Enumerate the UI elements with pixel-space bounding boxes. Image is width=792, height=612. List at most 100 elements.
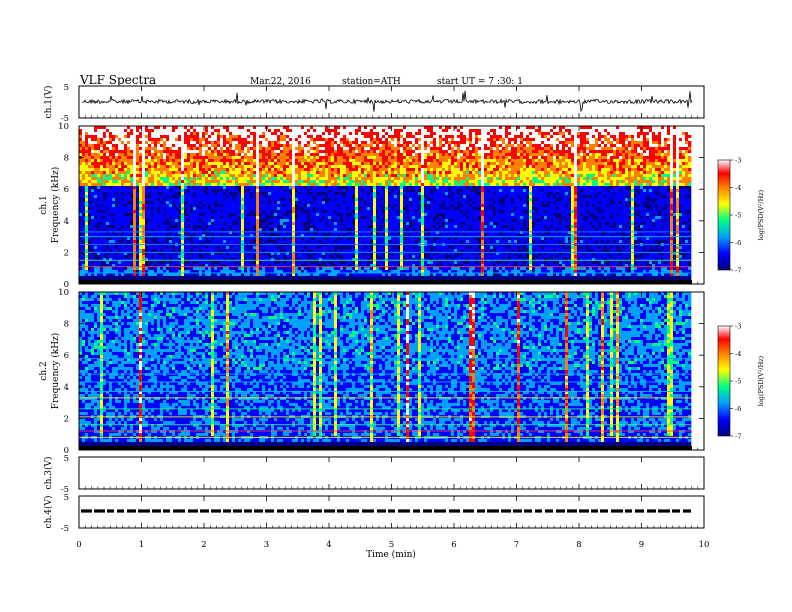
spectrogram-cell [187, 273, 191, 277]
spectrogram-cell [142, 246, 146, 250]
spectrogram-cell [262, 153, 266, 157]
spectrogram-cell [256, 126, 260, 130]
spectrogram-cell [94, 228, 98, 232]
spectrogram-cell [115, 192, 119, 196]
spectrogram-cell [337, 276, 341, 280]
spectrogram-cell [349, 252, 353, 256]
spectrogram-cell [160, 192, 164, 196]
spectrogram-cell [295, 210, 299, 214]
spectrogram-cell [184, 225, 188, 229]
spectrogram-cell [94, 234, 98, 238]
spectrogram-cell [115, 147, 119, 151]
spectrogram-cell [85, 255, 89, 259]
spectrogram-cell [253, 252, 257, 256]
spectrogram-cell [352, 234, 356, 238]
spectrogram-cell [133, 147, 137, 151]
spectrogram-cell [259, 159, 263, 163]
spectrogram-cell [133, 261, 137, 265]
spectrogram-cell [118, 270, 122, 274]
spectrogram-cell [226, 189, 230, 193]
spectrogram-cell [223, 165, 227, 169]
spectrogram-cell [337, 174, 341, 178]
spectrogram-cell [193, 156, 197, 160]
spectrogram-cell [154, 189, 158, 193]
spectrogram-cell [103, 159, 107, 163]
spectrogram-cell [136, 162, 140, 166]
spectrogram-cell [91, 174, 95, 178]
spectrogram-cell [85, 126, 89, 130]
spectrogram-cell [145, 204, 149, 208]
spectrogram-cell [145, 150, 149, 154]
spectrogram-cell [202, 144, 206, 148]
spectrogram-cell [148, 198, 152, 202]
spectrogram-cell [331, 189, 335, 193]
spectrogram-cell [106, 240, 110, 244]
spectrogram-cell [301, 267, 305, 271]
spectrogram-cell [163, 180, 167, 184]
spectrogram-cell [91, 201, 95, 205]
spectrogram-cell [295, 231, 299, 235]
spectrogram-cell [316, 225, 320, 229]
spectrogram-cell [160, 132, 164, 136]
spectrogram-cell [160, 222, 164, 226]
spectrogram-cell [172, 264, 176, 268]
spectrogram-cell [196, 231, 200, 235]
spectrogram-cell [181, 162, 185, 166]
spectrogram-cell [148, 222, 152, 226]
spectrogram-cell [295, 141, 299, 145]
spectrogram-cell [163, 240, 167, 244]
spectrogram-cell [226, 195, 230, 199]
spectrogram-cell [121, 240, 125, 244]
spectrogram-cell [106, 273, 110, 277]
spectrogram-cell [277, 168, 281, 172]
spectrogram-cell [94, 261, 98, 265]
spectrogram-cell [325, 240, 329, 244]
spectrogram-cell [94, 159, 98, 163]
spectrogram-cell [319, 153, 323, 157]
spectrogram-cell [205, 234, 209, 238]
spectrogram-cell [226, 207, 230, 211]
spectrogram-cell [148, 186, 152, 190]
spectrogram-cell [130, 192, 134, 196]
spectrogram-cell [130, 144, 134, 148]
spectrogram-cell [97, 192, 101, 196]
spectrogram-cell [268, 228, 272, 232]
spectrogram-cell [130, 198, 134, 202]
spectrogram-cell [307, 189, 311, 193]
spectrogram-cell [238, 225, 242, 229]
spectrogram-cell [79, 132, 83, 136]
spectrogram-cell [259, 246, 263, 250]
spectrogram-cell [304, 162, 308, 166]
spectrogram-cell [85, 186, 89, 190]
spectrogram-cell [184, 267, 188, 271]
spectrogram-cell [325, 189, 329, 193]
spectrogram-cell [187, 264, 191, 268]
spectrogram-cell [271, 192, 275, 196]
spectrogram-cell [277, 237, 281, 241]
spectrogram-cell [142, 231, 146, 235]
spectrogram-cell [208, 141, 212, 145]
spectrogram-cell [250, 186, 254, 190]
spectrogram-cell [79, 150, 83, 154]
spectrogram-cell [97, 129, 101, 133]
spectrogram-cell [124, 192, 128, 196]
spectrogram-cell [295, 222, 299, 226]
spectrogram-cell [256, 264, 260, 268]
spectrogram-cell [175, 153, 179, 157]
spectrogram-cell [79, 177, 83, 181]
spectrogram-cell [340, 189, 344, 193]
spectrogram-cell [280, 165, 284, 169]
spectrogram-cell [82, 213, 86, 217]
spectrogram-cell [259, 174, 263, 178]
spectrogram-cell [217, 270, 221, 274]
spectrogram-cell [355, 222, 359, 226]
spectrogram-cell [280, 156, 284, 160]
spectrogram-cell [133, 177, 137, 181]
spectrogram-cell [133, 174, 137, 178]
spectrogram-cell [247, 177, 251, 181]
spectrogram-cell [217, 258, 221, 262]
spectrogram-cell [232, 240, 236, 244]
spectrogram-cell [184, 198, 188, 202]
spectrogram-cell [100, 252, 104, 256]
spectrogram-cell [133, 240, 137, 244]
